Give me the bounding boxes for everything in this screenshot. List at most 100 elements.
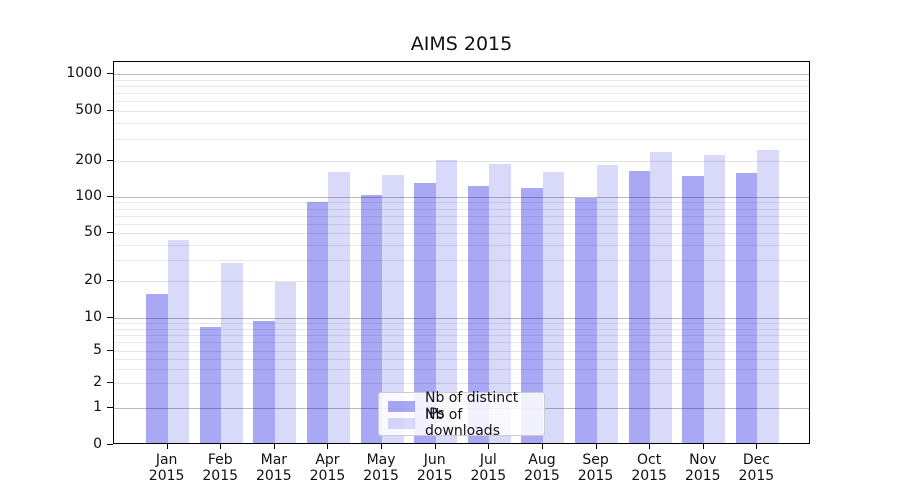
x-tick-mark-feb [220,444,222,449]
x-tick-label-aug: Aug 2015 [524,452,560,484]
x-tick-label-jun: Jun 2015 [416,452,453,484]
x-tick-label-apr: Apr 2015 [309,452,346,484]
x-tick-mark-jun [434,444,436,449]
grid-line-minor [114,79,809,81]
grid-line-2 [114,383,809,384]
grid-line-minor [114,342,809,344]
x-tick-label-feb: Feb 2015 [202,452,239,484]
x-tick-label-nov: Nov 2015 [684,452,721,484]
bar-downloads-aug [542,171,565,443]
bar-distinct-ips-jul [467,185,490,443]
bar-distinct-ips-mar [253,321,275,443]
bar-distinct-ips-aug [521,188,543,443]
legend-label-downloads: Nb of downloads [425,407,500,439]
y-tick-mark-0 [107,444,113,445]
x-tick-mark-mar [273,444,275,449]
bar-downloads-apr [328,171,350,443]
bar-downloads-dec [757,150,779,443]
x-tick-label-oct: Oct 2015 [631,452,667,484]
bar-distinct-ips-oct [628,170,651,443]
bar-distinct-ips-nov [682,175,704,443]
bar-downloads-jun [435,159,458,443]
bar-distinct-ips-jun [414,183,436,443]
y-tick-mark-1 [107,407,113,408]
bar-distinct-ips-jan [146,294,168,443]
grid-line-50 [114,233,809,234]
grid-line-minor [114,123,809,125]
x-tick-label-dec: Dec 2015 [738,452,775,484]
grid-line-20 [114,281,809,282]
bar-downloads-mar [274,281,297,443]
grid-line-minor [114,323,809,325]
grid-line-1000 [114,74,809,75]
x-tick-mark-dec [756,444,758,449]
grid-line-minor [114,85,809,87]
y-tick-label-20: 20 [84,272,102,288]
bar-downloads-may [382,175,404,443]
grid-line-minor [114,334,809,336]
x-tick-mark-sep [595,444,597,449]
x-tick-label-jan: Jan 2015 [148,452,185,484]
y-tick-label-200: 200 [75,152,102,168]
chart-title: AIMS 2015 [410,33,513,55]
y-tick-mark-1000 [107,73,113,74]
x-tick-mark-apr [327,444,329,449]
grid-line-minor [114,138,809,140]
grid-line-minor [114,358,809,360]
x-tick-label-may: May 2015 [363,452,399,484]
x-tick-label-sep: Sep 2015 [577,452,614,484]
y-tick-label-1: 1 [93,399,102,415]
y-tick-mark-2 [107,382,113,383]
grid-line-200 [114,161,809,162]
grid-line-minor [114,101,809,103]
grid-line-minor [114,223,809,225]
y-tick-label-10: 10 [84,309,102,325]
x-tick-mark-jan [166,444,168,449]
grid-line-5 [114,351,809,352]
x-tick-mark-oct [649,444,651,449]
x-tick-mark-may [381,444,383,449]
y-tick-mark-5 [107,350,113,351]
x-tick-mark-jul [488,444,490,449]
bar-distinct-ips-feb [199,326,222,443]
grid-line-minor [114,244,809,246]
y-tick-label-500: 500 [75,102,102,118]
bar-distinct-ips-dec [735,172,758,443]
grid-line-minor [114,208,809,210]
bar-downloads-feb [221,263,243,443]
plot-area [113,61,810,444]
legend-item-distinct-ips: Nb of distinct IPs [388,390,536,422]
y-tick-label-5: 5 [93,342,102,358]
grid-line-minor [114,259,809,261]
y-tick-mark-50 [107,232,113,233]
bar-downloads-sep [596,165,619,443]
grid-line-10 [114,318,809,319]
bar-downloads-nov [703,155,726,443]
x-tick-mark-nov [702,444,704,449]
y-tick-label-100: 100 [75,188,102,204]
x-tick-mark-aug [541,444,543,449]
grid-line-minor [114,93,809,95]
grid-line-minor [114,368,809,370]
bar-downloads-jan [167,240,190,443]
legend-label-distinct-ips: Nb of distinct IPs [425,390,519,422]
y-tick-mark-500 [107,110,113,111]
bar-downloads-jul [489,163,511,443]
y-tick-mark-200 [107,160,113,161]
y-tick-label-50: 50 [84,224,102,240]
grid-line-minor [114,202,809,204]
y-tick-mark-10 [107,317,113,318]
bar-distinct-ips-sep [575,197,597,443]
bar-distinct-ips-apr [306,202,329,443]
grid-line-minor [114,215,809,217]
legend: Nb of distinct IPs Nb of downloads [378,390,545,439]
legend-swatch-distinct-ips-icon [388,400,415,412]
grid-line-minor [114,328,809,330]
grid-line-100 [114,197,809,198]
y-tick-label-2: 2 [93,374,102,390]
x-tick-label-jul: Jul 2015 [470,452,507,484]
x-tick-label-mar: Mar 2015 [256,452,292,484]
y-tick-label-0: 0 [93,436,102,452]
bar-downloads-oct [650,152,672,443]
